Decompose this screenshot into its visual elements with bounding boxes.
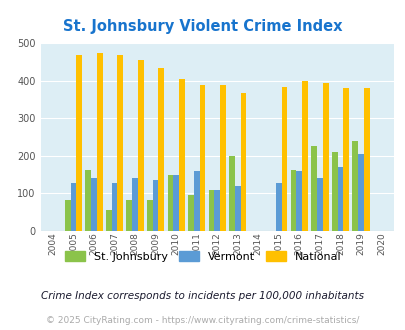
Bar	[275, 183, 281, 231]
Bar	[152, 180, 158, 231]
Bar	[188, 195, 193, 231]
Bar	[281, 86, 287, 231]
Bar	[228, 156, 234, 231]
Bar	[167, 175, 173, 231]
Bar	[76, 54, 82, 231]
Bar	[199, 85, 205, 231]
Bar	[126, 200, 132, 231]
Bar	[220, 85, 225, 231]
Bar	[91, 178, 97, 231]
Bar	[97, 53, 102, 231]
Bar	[106, 210, 111, 231]
Bar	[301, 81, 307, 231]
Bar	[352, 141, 357, 231]
Bar	[138, 60, 143, 231]
Bar	[147, 200, 152, 231]
Legend: St. Johnsbury, Vermont, National: St. Johnsbury, Vermont, National	[60, 247, 345, 267]
Bar	[240, 93, 246, 231]
Bar	[290, 170, 296, 231]
Bar	[65, 200, 70, 231]
Text: St. Johnsbury Violent Crime Index: St. Johnsbury Violent Crime Index	[63, 19, 342, 34]
Bar	[173, 175, 179, 231]
Text: © 2025 CityRating.com - https://www.cityrating.com/crime-statistics/: © 2025 CityRating.com - https://www.city…	[46, 316, 359, 325]
Bar	[234, 186, 240, 231]
Text: Crime Index corresponds to incidents per 100,000 inhabitants: Crime Index corresponds to incidents per…	[41, 291, 364, 301]
Bar	[214, 190, 220, 231]
Bar	[179, 79, 184, 231]
Bar	[363, 88, 369, 231]
Bar	[337, 167, 343, 231]
Bar	[296, 171, 301, 231]
Bar	[117, 55, 123, 231]
Bar	[158, 69, 164, 231]
Bar	[132, 178, 138, 231]
Bar	[322, 83, 328, 231]
Bar	[343, 88, 348, 231]
Bar	[208, 190, 214, 231]
Bar	[316, 178, 322, 231]
Bar	[331, 152, 337, 231]
Bar	[193, 171, 199, 231]
Bar	[357, 154, 363, 231]
Bar	[111, 183, 117, 231]
Bar	[311, 147, 316, 231]
Bar	[85, 170, 91, 231]
Bar	[70, 183, 76, 231]
